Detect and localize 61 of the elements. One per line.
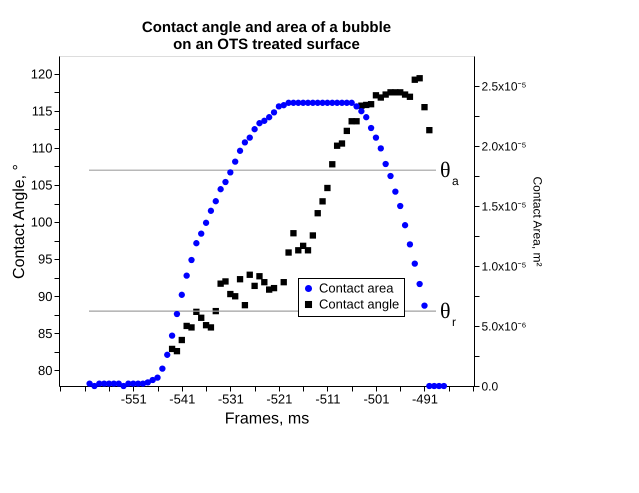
- y-tick-label: 105: [30, 178, 52, 193]
- point: [353, 118, 360, 124]
- y2-tick-label: 1.5x10⁻⁵: [482, 200, 527, 214]
- x-tick-label: -521: [266, 392, 292, 406]
- point: [426, 126, 433, 134]
- point: [261, 279, 268, 286]
- y2-axis-title: Contact Area, m²: [530, 176, 545, 267]
- y2-tick-label: 2.5x10⁻⁵: [482, 80, 527, 94]
- point: [208, 324, 214, 331]
- y2-tick-label: 0.0: [482, 380, 499, 394]
- point: [198, 314, 204, 321]
- point: [300, 242, 306, 250]
- y2-tick-label: 5.0x10⁻⁶: [482, 320, 527, 334]
- point: [324, 184, 331, 192]
- chart-title: Contact angle and area of a bubble on an OTS treated surface: [142, 19, 392, 53]
- y2-tick-label: 2.0x10⁻⁵: [482, 140, 527, 154]
- point: [416, 75, 423, 82]
- point: [174, 348, 180, 354]
- point: [236, 276, 244, 282]
- point: [319, 198, 326, 205]
- y-tick-label: 120: [30, 66, 52, 82]
- y-axis-title: Contact Angle, °: [10, 164, 28, 279]
- point: [304, 247, 312, 254]
- point: [232, 293, 238, 300]
- point: [251, 282, 258, 290]
- x-tick-label: -511: [315, 392, 340, 406]
- y-tick-label: 110: [32, 140, 52, 156]
- point: [421, 104, 428, 110]
- y-tick-label: 100: [30, 214, 52, 230]
- point: [242, 302, 248, 308]
- x-tick-label: -541: [169, 392, 196, 406]
- y-tick-label: 80: [38, 362, 52, 378]
- x-tick-label: -501: [363, 392, 390, 406]
- x-tick-label: -551: [120, 392, 147, 406]
- point: [178, 336, 185, 344]
- x-axis-title: Frames, ms: [224, 410, 310, 428]
- point: [270, 284, 278, 292]
- y-tick-label: 85: [38, 326, 52, 341]
- point: [246, 272, 253, 278]
- point: [406, 94, 414, 100]
- point: [188, 324, 195, 331]
- point: [329, 161, 336, 168]
- point: [290, 230, 297, 236]
- y2-tick-label: 1.0x10⁻⁵: [482, 260, 527, 274]
- point: [285, 249, 292, 256]
- point: [295, 247, 302, 254]
- y-tick-label: 95: [38, 252, 52, 267]
- point: [344, 128, 350, 134]
- point: [338, 140, 346, 147]
- point: [310, 232, 316, 239]
- point: [256, 273, 263, 280]
- point: [280, 279, 287, 286]
- point: [314, 210, 321, 216]
- legend-label: Contact area: [319, 280, 394, 296]
- y-tick-label: 90: [38, 288, 52, 304]
- y-tick-label: 115: [32, 103, 52, 118]
- x-tick-label: -491: [412, 392, 438, 406]
- x-tick-label: -531: [218, 392, 244, 406]
- point: [222, 278, 229, 285]
- point: [368, 101, 374, 108]
- legend-label: Contact angle: [319, 296, 400, 312]
